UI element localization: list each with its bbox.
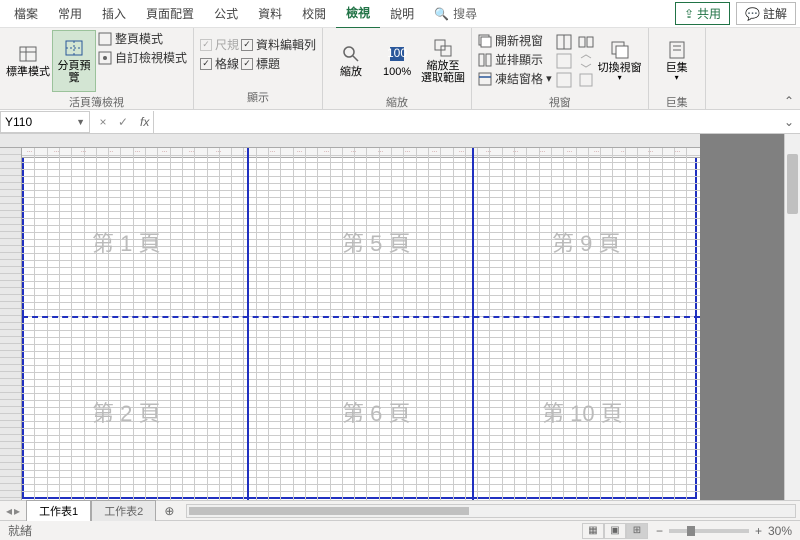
new-window-button[interactable]: 開新視窗 (478, 32, 552, 49)
search-icon[interactable]: 🔍 (434, 7, 449, 21)
status-ready: 就緒 (8, 522, 32, 539)
sheet-tabs-row: ◂▸ 工作表1 工作表2 ⊕ (0, 500, 800, 520)
unhide-icon[interactable] (556, 72, 572, 88)
normal-view-icon[interactable]: ▦ (582, 523, 604, 539)
menu-tab-review[interactable]: 校閱 (292, 0, 336, 28)
group-label: 顯示 (200, 87, 316, 107)
menu-tab-formulas[interactable]: 公式 (204, 0, 248, 28)
view-side-icon[interactable] (578, 34, 594, 50)
svg-text:100: 100 (387, 46, 407, 60)
cancel-formula-icon[interactable]: × (94, 113, 112, 131)
share-button[interactable]: ⇪共用 (675, 2, 730, 25)
ribbon-group-show: 尺規 格線 資料編輯列 標題 顯示 (194, 28, 323, 109)
split-icon[interactable] (556, 34, 572, 50)
ribbon-group-zoom: 縮放 100100% 縮放至 選取範圍 縮放 (323, 28, 472, 109)
page-break-view-icon[interactable]: ⊞ (626, 523, 648, 539)
scrollbar-thumb[interactable] (189, 507, 469, 515)
expand-formula-bar-icon[interactable]: ⌄ (778, 115, 800, 129)
macros-button[interactable]: 巨集▾ (655, 30, 699, 92)
page-break-preview-button[interactable]: 分頁預覽 (52, 30, 96, 92)
worksheet-area: ········································… (0, 134, 800, 500)
page-layout-button[interactable]: 整頁模式 (98, 30, 187, 47)
cells-grid[interactable]: ········································… (22, 148, 700, 500)
menu-tab-layout[interactable]: 頁面配置 (136, 0, 204, 28)
out-of-range-area (700, 134, 784, 500)
zoom-level[interactable]: 30% (768, 524, 792, 538)
zoom-button[interactable]: 縮放 (329, 30, 373, 92)
name-box[interactable]: Y110▼ (0, 111, 90, 133)
sheet-tab-1[interactable]: 工作表1 (26, 500, 91, 521)
group-label: 縮放 (329, 92, 465, 112)
menu-bar: 檔案 常用 插入 頁面配置 公式 資料 校閱 檢視 說明 🔍 搜尋 ⇪共用 💬註… (0, 0, 800, 28)
ribbon-group-macros: 巨集▾ 巨集 (649, 28, 706, 109)
fx-icon[interactable]: fx (136, 115, 153, 129)
sheet-tab-2[interactable]: 工作表2 (91, 500, 156, 521)
scrollbar-thumb[interactable] (787, 154, 798, 214)
ribbon: 標準模式 分頁預覽 整頁模式 自訂檢視模式 活頁簿檢視 尺規 格線 資料編輯列 … (0, 28, 800, 110)
arrange-all-button[interactable]: 並排顯示 (478, 51, 552, 68)
sync-scroll-icon[interactable] (578, 53, 594, 69)
ribbon-group-workbook-views: 標準模式 分頁預覽 整頁模式 自訂檢視模式 活頁簿檢視 (0, 28, 194, 109)
view-buttons: ▦ ▣ ⊞ (582, 523, 648, 539)
ribbon-group-window: 開新視窗 並排顯示 凍結窗格 ▾ 切換視窗▾ 視窗 (472, 28, 649, 109)
page-layout-view-icon[interactable]: ▣ (604, 523, 626, 539)
horizontal-scrollbar[interactable] (186, 504, 796, 518)
collapse-ribbon-icon[interactable]: ⌃ (784, 94, 794, 108)
group-label: 活頁簿檢視 (6, 92, 187, 112)
group-label: 視窗 (478, 92, 642, 112)
menu-tab-data[interactable]: 資料 (248, 0, 292, 28)
group-label: 巨集 (655, 92, 699, 112)
status-bar: 就緒 ▦ ▣ ⊞ − + 30% (0, 520, 800, 540)
menu-tab-help[interactable]: 說明 (380, 0, 424, 28)
switch-window-button[interactable]: 切換視窗▾ (598, 30, 642, 92)
zoom-in-button[interactable]: + (755, 524, 762, 538)
normal-view-button[interactable]: 標準模式 (6, 30, 50, 92)
gridlines-checkbox[interactable]: 格線 (200, 55, 239, 72)
zoom-out-button[interactable]: − (656, 524, 663, 538)
formula-bar-checkbox[interactable]: 資料編輯列 (241, 36, 316, 53)
headings-checkbox[interactable]: 標題 (241, 55, 316, 72)
tab-nav[interactable]: ◂▸ (0, 504, 26, 518)
zoom-100-button[interactable]: 100100% (375, 30, 419, 92)
menu-tab-file[interactable]: 檔案 (4, 0, 48, 28)
ruler-checkbox[interactable]: 尺規 (200, 36, 239, 53)
enter-formula-icon[interactable]: ✓ (114, 113, 132, 131)
vertical-scrollbar[interactable] (784, 134, 800, 500)
hide-icon[interactable] (556, 53, 572, 69)
add-sheet-button[interactable]: ⊕ (156, 504, 182, 518)
comment-button[interactable]: 💬註解 (736, 2, 796, 25)
reset-pos-icon[interactable] (578, 72, 594, 88)
search-label[interactable]: 搜尋 (453, 5, 477, 22)
chevron-down-icon[interactable]: ▼ (76, 117, 85, 127)
menu-tab-insert[interactable]: 插入 (92, 0, 136, 28)
formula-bar[interactable] (153, 111, 778, 133)
column-headers[interactable] (0, 134, 700, 148)
menu-tab-view[interactable]: 檢視 (336, 0, 380, 29)
formula-bar-row: Y110▼ × ✓ fx ⌄ (0, 110, 800, 134)
custom-views-button[interactable]: 自訂檢視模式 (98, 49, 187, 66)
zoom-slider[interactable] (669, 529, 749, 533)
zoom-selection-button[interactable]: 縮放至 選取範圍 (421, 30, 465, 92)
freeze-panes-button[interactable]: 凍結窗格 ▾ (478, 70, 552, 87)
row-headers[interactable] (0, 148, 22, 500)
menu-tab-home[interactable]: 常用 (48, 0, 92, 28)
